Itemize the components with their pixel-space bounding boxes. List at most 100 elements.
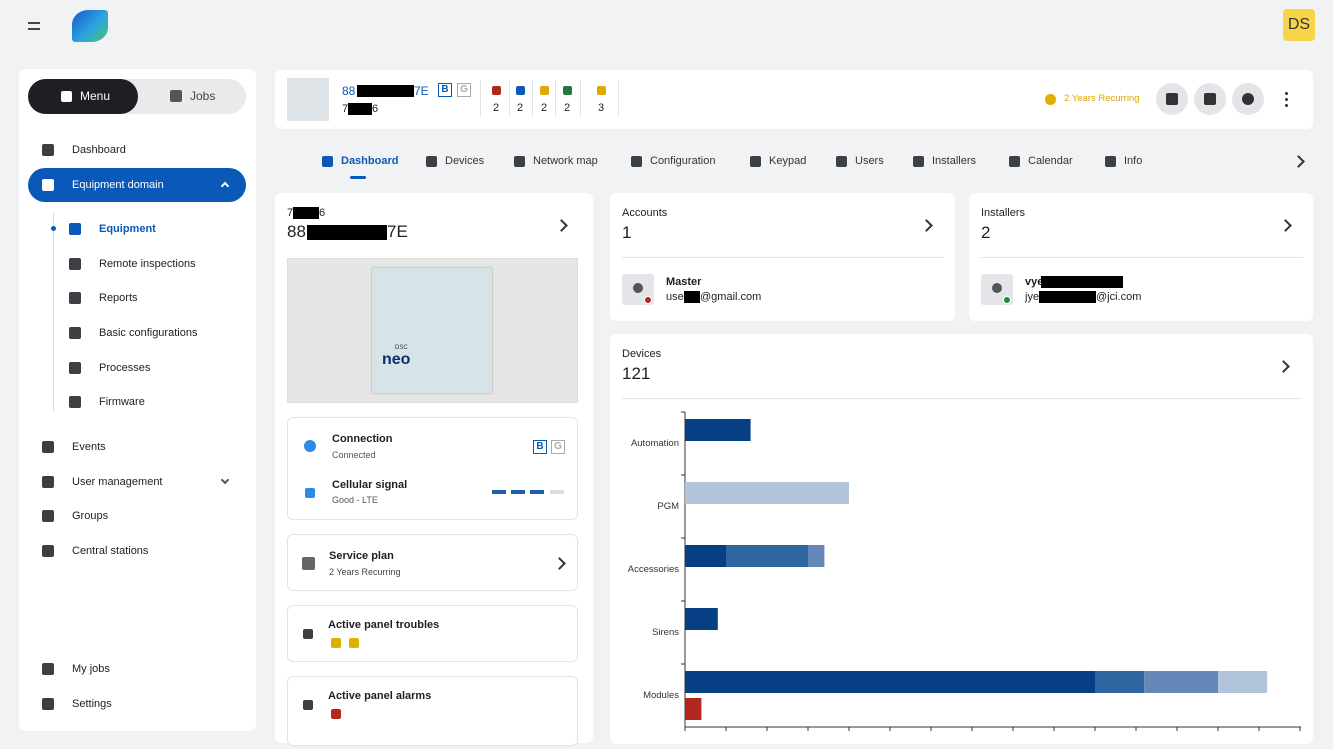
tab[interactable]: Calendar (1028, 155, 1073, 167)
panel-id[interactable]: 88 (342, 84, 356, 98)
bar (685, 482, 849, 504)
nav-item[interactable]: Groups (72, 510, 109, 522)
icon (491, 85, 501, 95)
tab[interactable]: Installers (932, 155, 977, 167)
bar (685, 545, 726, 567)
status-count: 2 (493, 102, 500, 114)
nav-sub-item[interactable]: Remote inspections (99, 258, 196, 270)
nav-item[interactable]: User management (72, 476, 163, 488)
signal-bar (492, 490, 506, 494)
tab[interactable]: Devices (445, 155, 485, 167)
label: Accounts (622, 207, 668, 219)
icon (304, 440, 316, 452)
bar (1095, 671, 1145, 693)
kebab-dot[interactable] (1285, 104, 1288, 107)
nav-item[interactable]: Settings (72, 698, 112, 710)
divider (622, 257, 944, 258)
signal-bar (511, 490, 525, 494)
icon (992, 283, 1002, 293)
divider (981, 257, 1303, 258)
tab[interactable]: Keypad (769, 155, 807, 167)
icon (42, 698, 54, 710)
kebab-dot[interactable] (1285, 92, 1288, 95)
label: Master (666, 276, 702, 288)
icon (69, 396, 81, 408)
nav-sub-item[interactable]: Equipment (99, 223, 156, 235)
connection-card (287, 417, 578, 520)
bar (685, 419, 751, 441)
bar (685, 608, 718, 630)
tab[interactable]: Dashboard (341, 155, 399, 167)
status-count: 2 (541, 102, 548, 114)
icon (562, 85, 572, 95)
menu-toggle[interactable] (28, 22, 40, 30)
icon (305, 488, 315, 498)
divider (555, 80, 556, 116)
icon (515, 85, 525, 95)
logo (72, 10, 108, 42)
bar (685, 698, 702, 720)
bar (1218, 671, 1268, 693)
label: Devices (622, 348, 662, 360)
redaction (307, 225, 387, 240)
tree-dot (51, 226, 56, 231)
tab[interactable]: Info (1124, 155, 1143, 167)
divider (580, 80, 581, 116)
tab-active[interactable] (28, 79, 138, 114)
badge: B (438, 83, 452, 97)
panel-device (372, 268, 492, 393)
divider (622, 398, 1301, 399)
label: Active panel alarms (328, 690, 432, 702)
bar (685, 671, 1095, 693)
icon (331, 638, 341, 648)
divider (532, 80, 533, 116)
icon (42, 144, 54, 156)
status-count: 3 (598, 102, 605, 114)
nav-sub-item[interactable]: Processes (99, 362, 151, 374)
icon (69, 327, 81, 339)
y-tick-label: Accessories (628, 564, 679, 575)
redaction (1041, 276, 1123, 288)
signal-bar (530, 490, 544, 494)
avatar[interactable]: DS (1283, 9, 1315, 41)
icon (69, 292, 81, 304)
signal-bar (550, 490, 564, 494)
nav-item[interactable]: Events (72, 441, 106, 453)
nav-item: Equipment domain (72, 179, 164, 191)
y-tick-label: Modules (643, 690, 679, 701)
panel-id: 7E (414, 84, 429, 98)
icon (303, 700, 313, 710)
icon (1104, 155, 1116, 167)
kebab-dot[interactable] (1285, 98, 1288, 101)
y-tick-label: PGM (657, 501, 679, 512)
badge: G (457, 83, 471, 97)
nav-sub-item[interactable]: Reports (99, 292, 138, 304)
nav-sub-item[interactable]: Firmware (99, 396, 145, 408)
nav-sub-item[interactable]: Basic configurations (99, 327, 198, 339)
nav-item[interactable]: Central stations (72, 545, 149, 557)
nav-item[interactable]: Dashboard (72, 144, 126, 156)
icon (42, 663, 54, 675)
icon (69, 258, 81, 270)
y-tick-label: Automation (631, 438, 679, 449)
status-count: 2 (517, 102, 524, 114)
icon (513, 155, 525, 167)
label: jye (1025, 291, 1040, 303)
bar (1144, 671, 1218, 693)
status-dot (644, 296, 652, 304)
icon (303, 629, 313, 639)
tab[interactable]: Jobs (190, 89, 216, 103)
label: @jci.com (1096, 291, 1142, 303)
tab[interactable]: Configuration (650, 155, 716, 167)
nav-selected[interactable] (28, 168, 246, 202)
y-tick-label: Sirens (652, 627, 679, 638)
icon (301, 556, 315, 570)
icon (331, 709, 341, 719)
redaction (348, 103, 372, 115)
redaction (357, 85, 414, 97)
tab[interactable]: Network map (533, 155, 598, 167)
tab[interactable]: Users (855, 155, 884, 167)
nav-item[interactable]: My jobs (72, 663, 110, 675)
icon (349, 638, 359, 648)
